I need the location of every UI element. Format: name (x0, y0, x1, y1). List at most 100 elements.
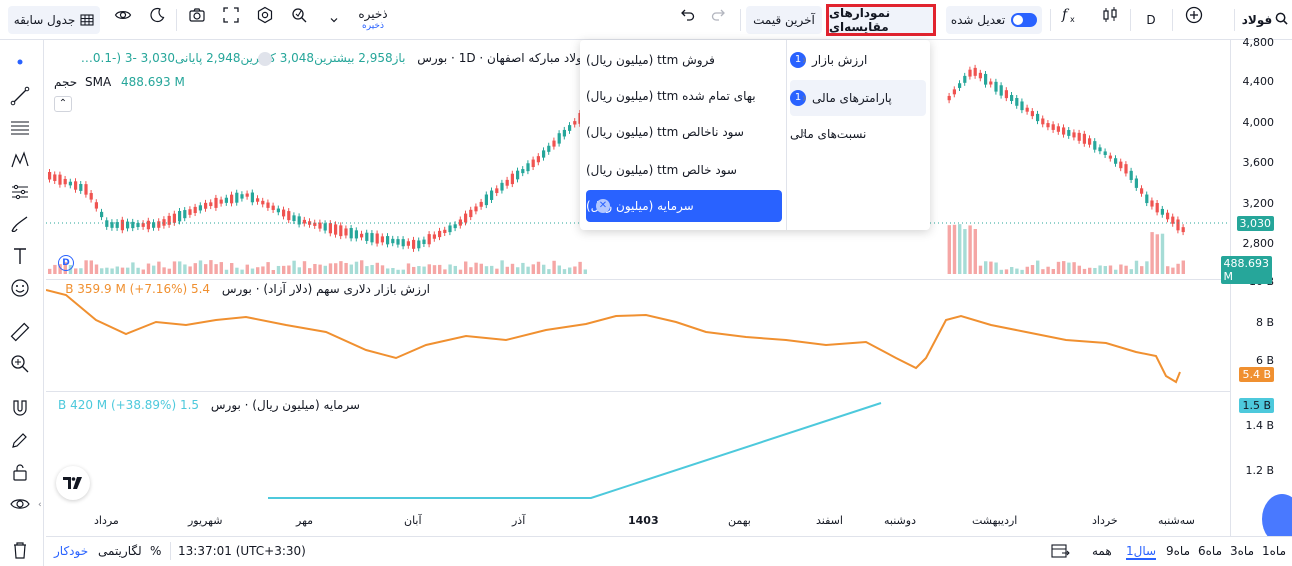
candle (1176, 219, 1180, 231)
add-symbol-button[interactable] (1184, 6, 1204, 24)
interval-button[interactable]: D (1140, 6, 1162, 34)
time-tick: اردیبهشت (972, 514, 1018, 527)
adjusted-toggle[interactable]: تعدیل شده (946, 6, 1042, 34)
menu-divider (786, 40, 787, 230)
range-button[interactable]: 1ماه (1262, 544, 1287, 558)
pane-separator[interactable] (46, 391, 1292, 392)
volume-bar (510, 263, 515, 274)
candle (406, 241, 410, 246)
save-menu-button[interactable] (326, 6, 342, 34)
magnet-tool[interactable] (8, 396, 32, 420)
range-button[interactable]: 3ماه (1230, 544, 1255, 558)
chart-type-button[interactable] (1100, 6, 1120, 24)
range-button[interactable]: همه (1092, 544, 1112, 558)
menu-category[interactable]: نسبت‌های مالی ‹ (790, 116, 926, 152)
measure-tool[interactable] (8, 320, 32, 344)
collapse-legend-button[interactable]: ⌃ (54, 96, 72, 112)
help-fab[interactable] (1262, 494, 1292, 544)
volume-bar (183, 264, 187, 274)
volume-bar (547, 269, 551, 274)
timezone-button[interactable]: 13:37:01 (UTC+3:30) (178, 544, 306, 558)
emoji-tool[interactable] (8, 276, 32, 300)
volume-bar (1051, 268, 1055, 274)
menu-item[interactable]: سود ناخالص ttm (میلیون ریال) (586, 116, 782, 148)
last-price-button[interactable]: آخرین قیمت (746, 6, 822, 34)
settings-button[interactable] (254, 6, 276, 24)
crosshair-tool[interactable] (8, 50, 32, 74)
visibility-button[interactable] (112, 6, 134, 24)
candle (958, 83, 962, 88)
candle (162, 219, 166, 226)
save-button[interactable]: ذخیره ذخیره (350, 6, 396, 34)
theme-button[interactable] (146, 6, 168, 24)
volume-bar (297, 267, 301, 274)
smiley-icon (11, 279, 29, 297)
range-button[interactable]: 1سال (1126, 544, 1157, 560)
range-button[interactable]: 6ماه (1198, 544, 1223, 558)
menu-category[interactable]: ارزش بازار 1 ‹ (790, 42, 926, 78)
menu-item[interactable]: سود خالص ttm (میلیون ریال) (586, 154, 782, 186)
time-tick: مرداد (94, 514, 119, 527)
volume-bar (1171, 267, 1175, 274)
log-toggle[interactable]: لگاریتمی (98, 544, 142, 558)
history-table-button[interactable]: جدول سابقه (8, 6, 100, 34)
menu-item[interactable]: فروش ttm (میلیون ریال) (586, 44, 782, 76)
remove-icon[interactable]: ✕ (596, 199, 610, 213)
lock-tool[interactable] (8, 460, 32, 484)
forecast-tool[interactable] (8, 180, 32, 204)
volume-bar (188, 266, 192, 274)
volume-bar (396, 269, 400, 274)
hide-tool[interactable] (8, 492, 32, 516)
remove-tool[interactable] (8, 538, 32, 562)
fib-tool[interactable] (8, 116, 32, 140)
collapse-toolbar-handle[interactable]: ‹ (38, 500, 42, 510)
menu-category[interactable]: پارامترهای مالی 1 ‹ (790, 80, 926, 116)
zoom-tool[interactable] (8, 352, 32, 376)
capital-legend: سرمایه (میلیون ریال) · بورس 1.5 B 420 M … (50, 398, 360, 414)
compare-charts-button[interactable]: نمودارهای مقایسه‌ای (826, 4, 936, 36)
dividend-marker-icon[interactable]: D (58, 255, 74, 271)
menu-item[interactable]: سرمایه (میلیون ریال) ✕ (586, 190, 782, 222)
menu-item[interactable]: بهای تمام شده ttm (میلیون ریال) (586, 80, 782, 112)
candle (396, 239, 400, 245)
undo-button[interactable] (676, 6, 698, 24)
brush-icon (11, 216, 28, 233)
volume-bar (193, 263, 197, 274)
draw-mode-tool[interactable] (8, 428, 32, 452)
tradingview-logo[interactable] (56, 466, 90, 500)
candle (422, 239, 426, 245)
range-button[interactable]: 9ماه (1166, 544, 1191, 558)
candle (157, 221, 161, 228)
symbol-search-button[interactable]: فولاد (1240, 6, 1290, 34)
toggle-switch[interactable] (1011, 13, 1038, 27)
brush-tool[interactable] (8, 212, 32, 236)
volume-bar (1072, 262, 1076, 274)
quick-search-button[interactable] (288, 6, 310, 24)
volume-bar (126, 267, 130, 274)
pane-separator[interactable] (46, 279, 1292, 280)
candle (360, 233, 364, 238)
volume-bar (952, 224, 957, 274)
candle (339, 225, 343, 237)
redo-button[interactable] (708, 6, 730, 24)
legend-menu-icon[interactable] (258, 52, 272, 66)
trendline-tool[interactable] (8, 84, 32, 108)
percent-toggle[interactable]: % (150, 544, 162, 558)
snapshot-button[interactable] (186, 6, 208, 24)
fullscreen-button[interactable] (220, 6, 242, 24)
volume-bar (1015, 268, 1019, 274)
volume-bar (152, 265, 156, 274)
chart-canvas[interactable] (46, 40, 1230, 536)
auto-toggle[interactable]: خودکار (54, 544, 89, 558)
text-tool[interactable] (8, 244, 32, 268)
candle (978, 72, 982, 79)
candle (568, 125, 572, 131)
volume-bar (1150, 232, 1154, 274)
volume-bar (375, 262, 379, 274)
date-range-button[interactable] (1050, 542, 1070, 563)
pattern-tool[interactable] (8, 148, 32, 172)
volume-bar (516, 267, 520, 274)
volume-bar (1056, 261, 1061, 274)
